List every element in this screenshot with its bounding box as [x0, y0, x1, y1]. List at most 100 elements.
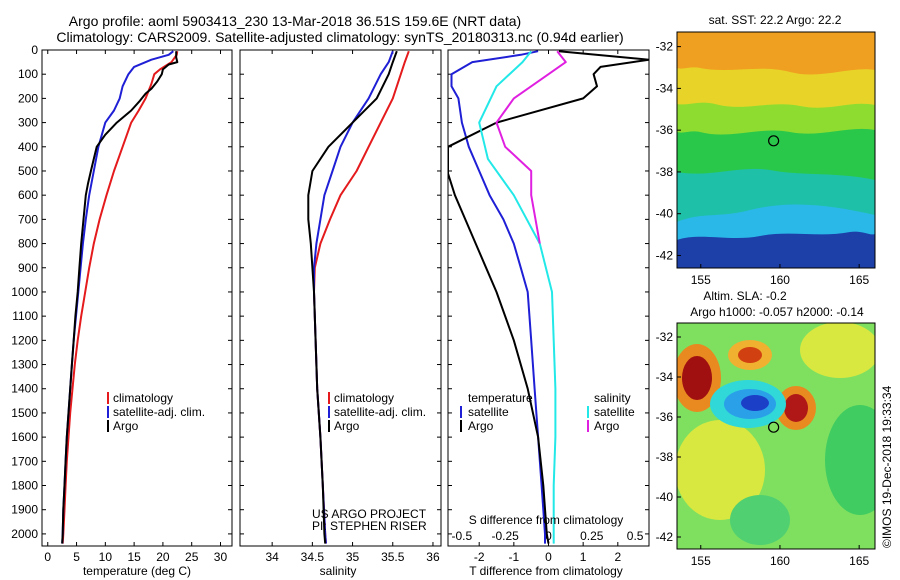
- x-tick-label: 0: [44, 550, 51, 564]
- series-line-climatology: [313, 50, 410, 544]
- map-x-tick-label: 160: [770, 273, 790, 287]
- map-y-tick-label: -32: [656, 40, 674, 54]
- x-tick-label: -1: [509, 550, 520, 564]
- map-x-tick-label: 160: [770, 554, 790, 568]
- x-tick-label: 35: [346, 550, 360, 564]
- sst-heatmap: [677, 32, 875, 268]
- difference-frame: [447, 49, 650, 547]
- sla-high-east: [784, 394, 808, 422]
- sla-patch-green-2: [730, 495, 790, 545]
- legend-label-argo: Argo: [334, 419, 360, 433]
- sla-patch-yellow-1: [677, 420, 765, 520]
- series-line-temperature-satellite: [450, 50, 546, 544]
- x-tick-label: 0: [545, 550, 552, 564]
- series-line-argo: [61, 51, 179, 544]
- x-tick-label: 20: [156, 550, 170, 564]
- chart-title-line2: Climatology: CARS2009. Satellite-adjuste…: [56, 29, 623, 45]
- y-tick-label: 600: [18, 188, 38, 202]
- legend-label-argo: Argo: [113, 419, 139, 433]
- map-y-tick-label: -36: [656, 410, 674, 424]
- legend-label-s-satellite: satellite: [594, 405, 635, 419]
- y-tick-label: 200: [18, 91, 38, 105]
- sla-map-title-line2: Argo h1000: -0.057 h2000: -0.14: [690, 305, 864, 319]
- y-tick-label: 800: [18, 237, 38, 251]
- x-top-tick-label: 0.25: [580, 529, 604, 543]
- map-y-tick-label: -34: [656, 370, 674, 384]
- map-x-tick-label: 165: [849, 273, 869, 287]
- y-tick-label: 1100: [12, 309, 38, 323]
- y-tick-label: 700: [18, 212, 38, 226]
- difference-xlabel-top: S difference from climatology: [469, 513, 624, 527]
- legend-label-climatology: climatology: [113, 391, 173, 405]
- y-tick-label: 1000: [11, 285, 38, 299]
- sla-high-west: [682, 356, 712, 400]
- x-tick-label: -2: [474, 550, 485, 564]
- project-credit-line1: US ARGO PROJECT: [312, 507, 427, 521]
- x-tick-label: 2: [614, 550, 621, 564]
- y-tick-label: 300: [18, 116, 38, 130]
- imos-credit: ©IMOS 19-Dec-2018 19:33:34: [880, 385, 894, 548]
- y-tick-label: 1800: [11, 479, 38, 493]
- x-tick-label: 25: [185, 550, 199, 564]
- map-y-tick-label: -38: [656, 450, 674, 464]
- y-tick-label: 1200: [11, 333, 38, 347]
- series-line-satellite-adj-clim-: [313, 50, 394, 544]
- map-x-tick-label: 155: [691, 554, 711, 568]
- map-x-tick-label: 155: [691, 273, 711, 287]
- x-tick-label: 5: [73, 550, 80, 564]
- x-tick-label: 1: [580, 550, 587, 564]
- x-tick-label: 35.5: [381, 550, 405, 564]
- y-tick-label: 500: [18, 164, 38, 178]
- legend-label-t-satellite: satellite: [468, 405, 509, 419]
- legend-label-t-argo: Argo: [468, 419, 494, 433]
- difference-lines: [448, 50, 649, 544]
- legend-label-climatology: climatology: [334, 391, 394, 405]
- y-tick-label: 400: [18, 140, 38, 154]
- difference-legend: temperature satellite Argo salinity sate…: [460, 391, 635, 433]
- series-line-temperature-argo: [448, 50, 649, 544]
- salinity-axes: 34 34.5 35 35.5 36: [240, 49, 441, 564]
- x-top-tick-label: 0: [545, 529, 552, 543]
- series-line-climatology: [61, 51, 179, 544]
- map-y-tick-label: -36: [656, 123, 674, 137]
- chart-title-line1: Argo profile: aoml 5903413_230 13-Mar-20…: [69, 13, 521, 29]
- salinity-panel: 34 34.5 35 35.5 36 salinity climatology sate…: [239, 49, 442, 578]
- salinity-frame: [239, 49, 442, 547]
- series-line-salinity-satellite: [478, 50, 557, 544]
- temperature-frame: [41, 49, 233, 547]
- difference-panel: -2 -1 0 1 2 -0.5 -0.25 0 0.25 0.5 T difference fr…: [447, 49, 650, 578]
- y-tick-label: 1600: [11, 430, 38, 444]
- y-tick-label: 100: [18, 67, 38, 81]
- temperature-axes: 0 100 200 300 400 500 600 700 800 900 1000 1100 1200…: [11, 43, 232, 564]
- sst-band-deep: [677, 231, 875, 268]
- difference-xlabel: T difference from climatology: [469, 564, 623, 578]
- sla-map-axes: 155 160 165 -32 -34 -36 -38 -40 -42: [656, 330, 870, 568]
- legend-header-temperature: temperature: [468, 391, 533, 405]
- map-y-tick-label: -32: [656, 330, 674, 344]
- argo-position-marker: [768, 421, 780, 433]
- map-y-tick-label: -34: [656, 81, 674, 95]
- y-tick-label: 900: [18, 261, 38, 275]
- temperature-lines: [61, 50, 179, 544]
- map-x-tick-label: 165: [849, 554, 869, 568]
- x-top-tick-label: -0.25: [492, 529, 520, 543]
- sst-map-title: sat. SST: 22.2 Argo: 22.2: [709, 13, 842, 27]
- map-y-tick-label: -42: [656, 248, 674, 262]
- sst-map-axes: 155 160 165 -32 -34 -36 -38 -40 -42: [656, 40, 870, 287]
- y-tick-label: 2000: [11, 527, 38, 541]
- x-tick-label: 30: [214, 550, 228, 564]
- series-line-argo: [307, 50, 398, 544]
- temperature-legend: climatology satellite-adj. clim. Argo: [107, 391, 205, 433]
- project-credit-line2: PI: STEPHEN RISER: [312, 519, 427, 533]
- argo-position-marker: [768, 135, 780, 147]
- map-y-tick-label: -42: [656, 530, 674, 544]
- x-tick-label: 10: [99, 550, 113, 564]
- sla-heatmap: [677, 323, 875, 549]
- x-tick-label: 34.5: [301, 550, 325, 564]
- sst-band-orange: [677, 32, 875, 75]
- sla-map-panel: Altim. SLA: -0.2 Argo h1000: -0.057 h200…: [656, 289, 876, 568]
- sla-patch-yellow-2: [800, 323, 875, 378]
- temperature-panel: 0 100 200 300 400 500 600 700 800 900 1000 1100 1200…: [11, 43, 233, 578]
- series-line-salinity-argo: [495, 50, 567, 244]
